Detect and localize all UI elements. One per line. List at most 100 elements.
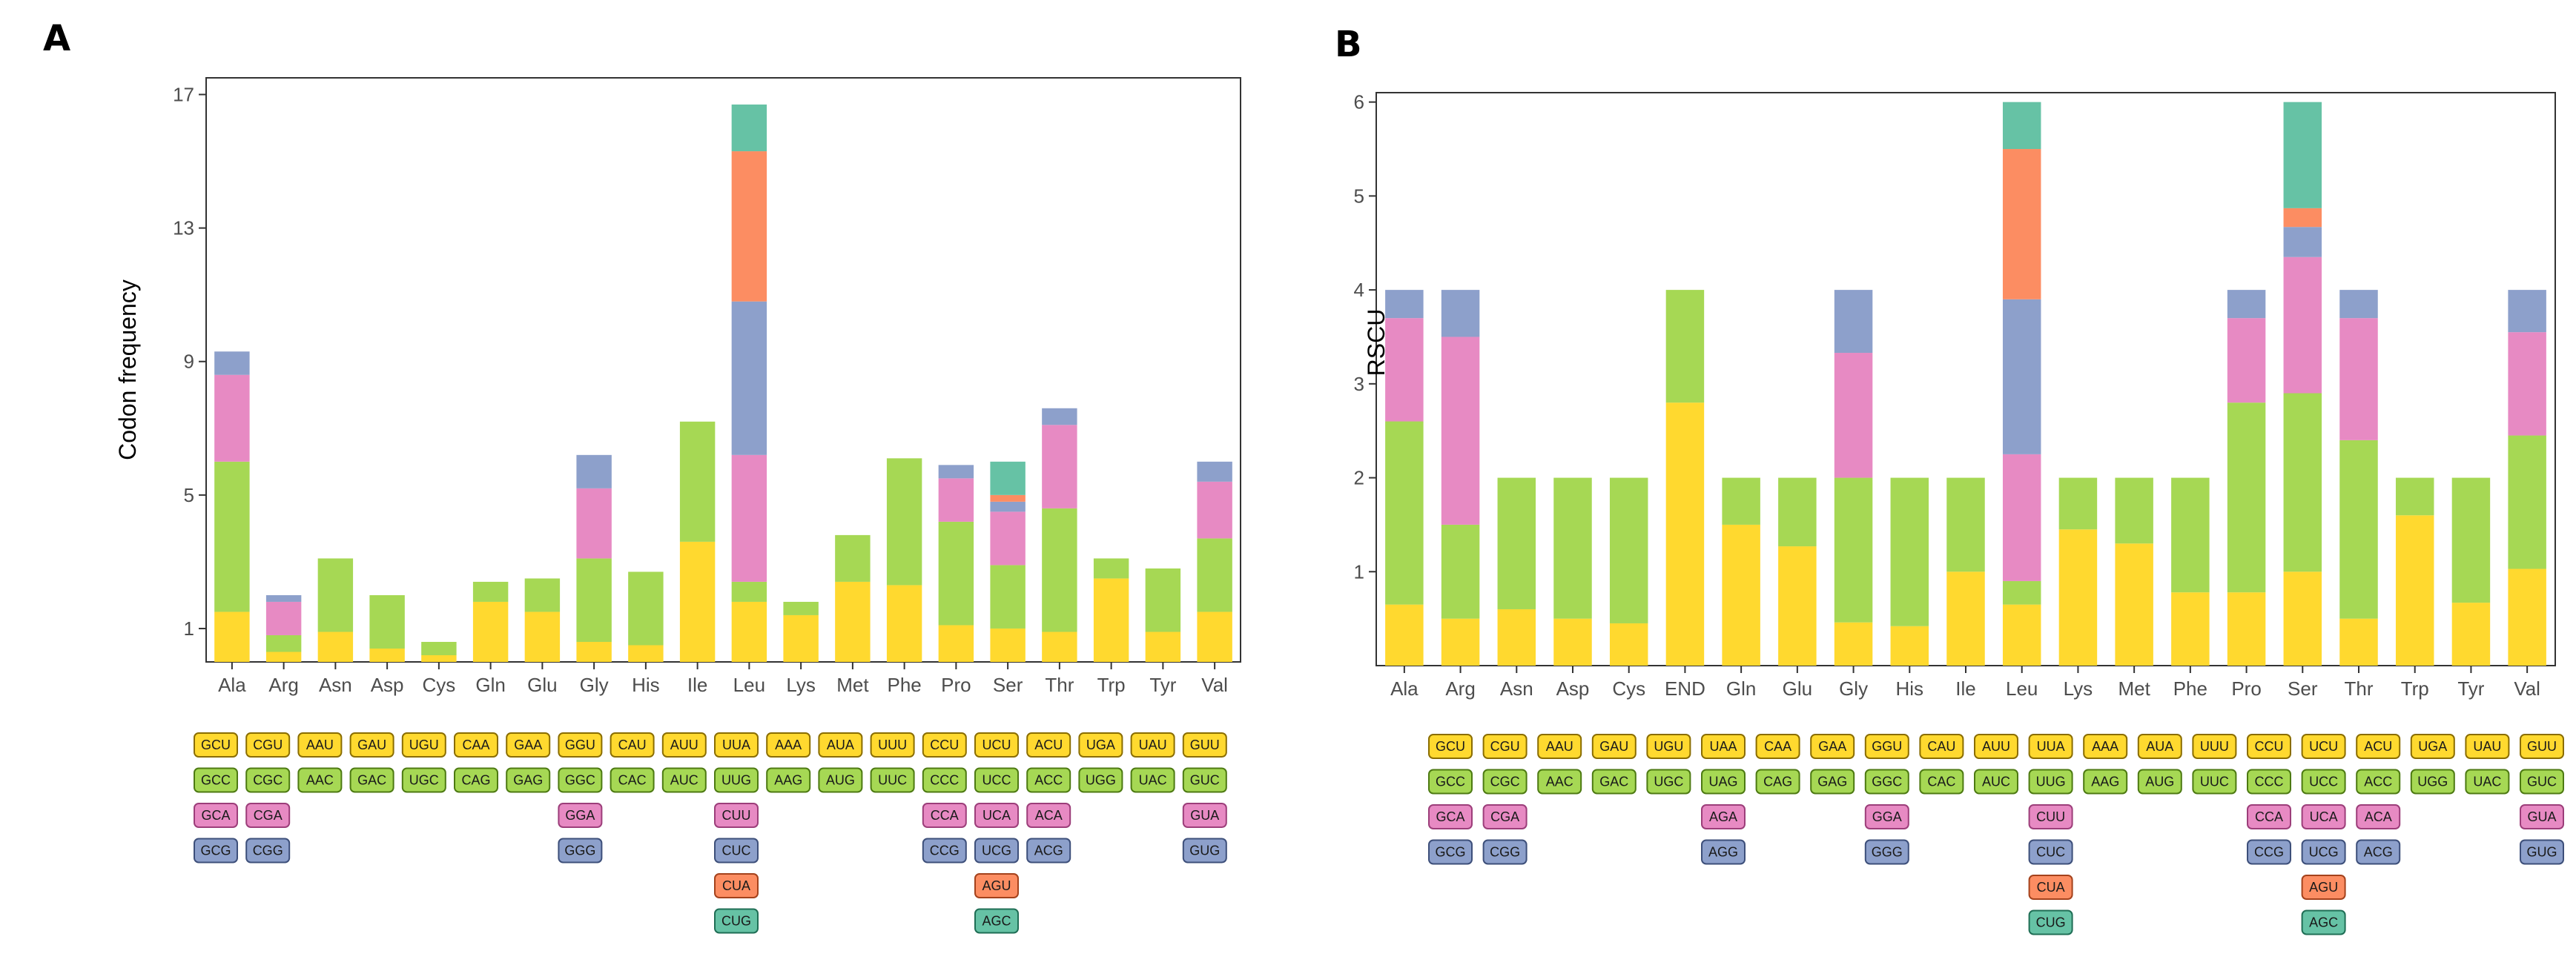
codon-box (1919, 734, 1964, 759)
codon-label: CAU (1927, 739, 1955, 754)
codon-label: GCU (1436, 739, 1465, 754)
bar-segment-pro-c4 (2227, 290, 2266, 319)
codon-label: CGG (253, 844, 283, 858)
codon-box (1026, 767, 1071, 793)
codon-label: AUU (670, 738, 699, 752)
x-tick-label: Phe (887, 674, 921, 696)
codon-box (558, 803, 603, 828)
codon-box (2356, 734, 2401, 759)
codon-box (349, 767, 394, 793)
codon-label: UGC (409, 773, 439, 788)
bar-segment-arg-c4 (265, 594, 302, 602)
codon-label: UCA (982, 808, 1011, 823)
bar-segment-gly-c3 (1834, 353, 1873, 478)
codon-label: GCC (201, 773, 231, 788)
codon-label: UAA (1709, 739, 1737, 754)
x-tick-label: Thr (1045, 674, 1074, 696)
codon-label: GCC (1436, 775, 1465, 789)
x-tick-label: Pro (941, 674, 971, 696)
codon-box (1864, 769, 1909, 795)
codon-label: GAA (514, 738, 542, 752)
codon-box (297, 767, 343, 793)
codon-box (2356, 769, 2401, 795)
codon-box (245, 838, 291, 864)
bar-segment-ser-c3 (2283, 256, 2322, 394)
codon-label: GGG (564, 844, 595, 858)
codon-label: AUU (1982, 739, 2010, 754)
x-tick-label: Ser (993, 674, 1023, 696)
bar-segment-thr-c2 (2339, 440, 2378, 619)
x-tick-label: Pro (2231, 677, 2261, 700)
codon-label: UUG (721, 773, 751, 788)
bar-segment-ser-c5 (990, 494, 1026, 502)
bar-segment-arg-c1 (1441, 618, 1480, 666)
codon-label: UUC (2200, 775, 2229, 789)
bar-segment-leu-c5 (2002, 149, 2041, 299)
bar-segment-arg-c3 (1441, 337, 1480, 525)
codon-box (1755, 734, 1800, 759)
x-tick-label: Arg (1445, 677, 1475, 700)
codon-label: UGA (1086, 738, 1115, 752)
bar-segment-arg-c1 (265, 652, 302, 662)
codon-box (245, 803, 291, 828)
codon-box (1026, 732, 1071, 758)
bar-segment-ala-c1 (214, 612, 250, 662)
codon-label: CGC (1490, 775, 1520, 789)
codon-label: GUU (2527, 739, 2557, 754)
codon-label: AUC (670, 773, 699, 788)
bar-segment-ala-c2 (1385, 421, 1424, 605)
codon-label: AGG (1708, 845, 1738, 860)
codon-box (1591, 734, 1637, 759)
bar-segment-ser-c6 (2283, 102, 2322, 208)
codon-box (558, 767, 603, 793)
codon-box (2410, 734, 2455, 759)
codon-label: GGU (565, 738, 595, 752)
bar-segment-thr-c4 (1042, 408, 1077, 425)
codon-box (2192, 769, 2237, 795)
x-tick-label: Ala (1390, 677, 1419, 700)
codon-label: GCG (200, 844, 231, 858)
plot-frame (205, 77, 1241, 663)
codon-label: CGG (1490, 845, 1520, 860)
codon-label: CGU (253, 738, 283, 752)
codon-box (2301, 875, 2346, 900)
codon-label: GUC (1190, 773, 1220, 788)
codon-label: GGC (1872, 775, 1902, 789)
codon-label: ACC (1034, 773, 1063, 788)
bar-segment-pro-c3 (2227, 318, 2266, 403)
codon-label: UAG (1708, 775, 1737, 789)
codon-label: AGC (982, 914, 1011, 929)
codon-box (194, 803, 238, 828)
bar-segment-val-c4 (1197, 461, 1232, 482)
codon-label: CAC (618, 773, 647, 788)
bar-segment-leu-c3 (731, 454, 767, 582)
codon-label: GAC (357, 773, 386, 788)
y-tick-label: 4 (1354, 279, 1364, 301)
codon-box (2301, 909, 2346, 935)
codon-box (454, 732, 498, 758)
codon-box (194, 767, 238, 793)
codon-label: GGU (1872, 739, 1902, 754)
bar-segment-cys-c2 (1609, 477, 1648, 623)
codon-label: CGC (253, 773, 283, 788)
codon-label: AAU (306, 738, 334, 752)
codon-box (1482, 839, 1528, 865)
codon-label: CAG (461, 773, 490, 788)
x-tick-label: Gln (1726, 677, 1756, 700)
bar-segment-ser-c2 (990, 565, 1026, 629)
bar-segment-pro-c4 (938, 465, 974, 479)
codon-box (1026, 838, 1071, 864)
codon-label: ACC (2364, 775, 2392, 789)
codon-box (245, 732, 291, 758)
codon-box (2520, 804, 2564, 829)
codon-label: CCG (930, 844, 960, 858)
codon-label: CUG (721, 914, 751, 929)
codon-box (2410, 769, 2455, 795)
y-tick-label: 9 (184, 351, 194, 373)
codon-label: CCC (930, 773, 959, 788)
y-tick-label: 6 (1354, 91, 1364, 113)
x-tick-label: His (632, 674, 660, 696)
bar-segment-gly-c2 (1834, 477, 1873, 623)
codon-box (2301, 769, 2346, 795)
codon-box (349, 732, 394, 758)
